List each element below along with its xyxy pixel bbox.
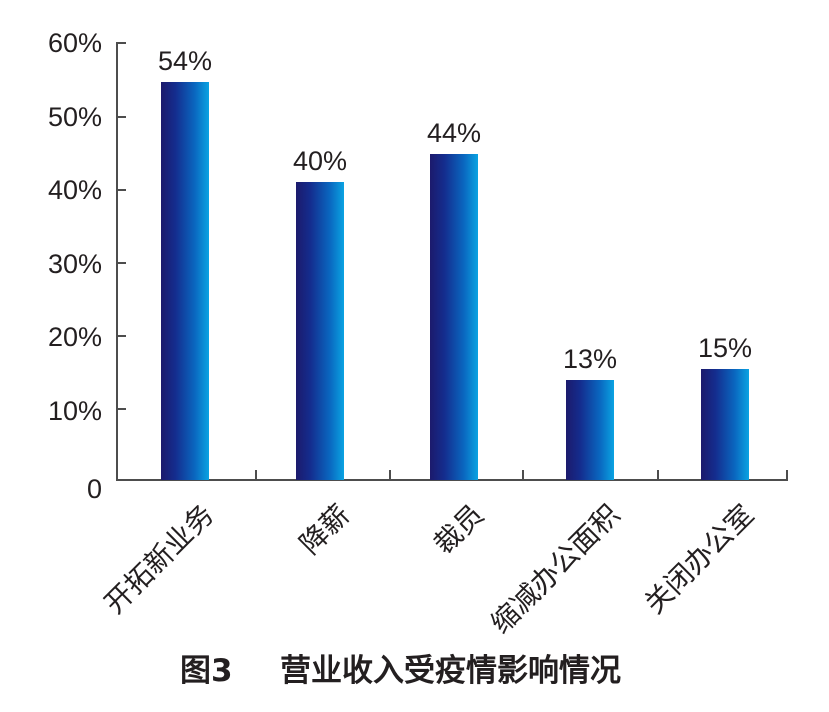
x-category-label: 降薪 <box>293 497 357 561</box>
y-tick-label: 60% <box>47 28 102 58</box>
x-tick <box>255 470 257 480</box>
x-tick <box>522 470 524 480</box>
value-label: 13% <box>562 344 618 374</box>
x-category-label: 开拓新业务 <box>97 497 221 621</box>
y-tick-label: 0 <box>86 474 102 504</box>
bar-guanbi-bangongshi <box>701 369 749 480</box>
value-label: 54% <box>157 46 213 76</box>
value-label: 44% <box>426 118 482 148</box>
x-tick <box>657 470 659 480</box>
y-tick <box>116 42 126 44</box>
value-label: 15% <box>697 333 753 363</box>
bar-kaituo-xinyewu <box>161 82 209 480</box>
bar-suojian-bangong-mianji <box>566 380 614 480</box>
y-tick <box>116 189 126 191</box>
x-axis-line <box>116 479 788 481</box>
x-tick <box>389 470 391 480</box>
x-category-label: 缩减办公面积 <box>484 497 627 641</box>
y-tick-label: 50% <box>47 102 102 132</box>
x-tick <box>786 470 788 480</box>
x-category-label: 关闭办公室 <box>637 497 761 621</box>
figure-title: 营业收入受疫情影响情况 <box>280 653 621 689</box>
bar-caiyuan <box>430 154 478 480</box>
y-tick-label: 20% <box>47 322 102 352</box>
y-tick-label: 10% <box>47 396 102 426</box>
y-tick <box>116 116 126 118</box>
y-tick-label: 30% <box>47 249 102 279</box>
y-axis-line <box>116 42 118 481</box>
y-tick <box>116 335 126 337</box>
y-tick <box>116 408 126 410</box>
x-category-label: 裁员 <box>427 497 491 561</box>
y-tick-label: 40% <box>47 175 102 205</box>
y-tick <box>116 262 126 264</box>
value-label: 40% <box>292 146 348 176</box>
bar-jiangxin <box>296 182 344 480</box>
figure-number: 图3 <box>180 653 233 689</box>
